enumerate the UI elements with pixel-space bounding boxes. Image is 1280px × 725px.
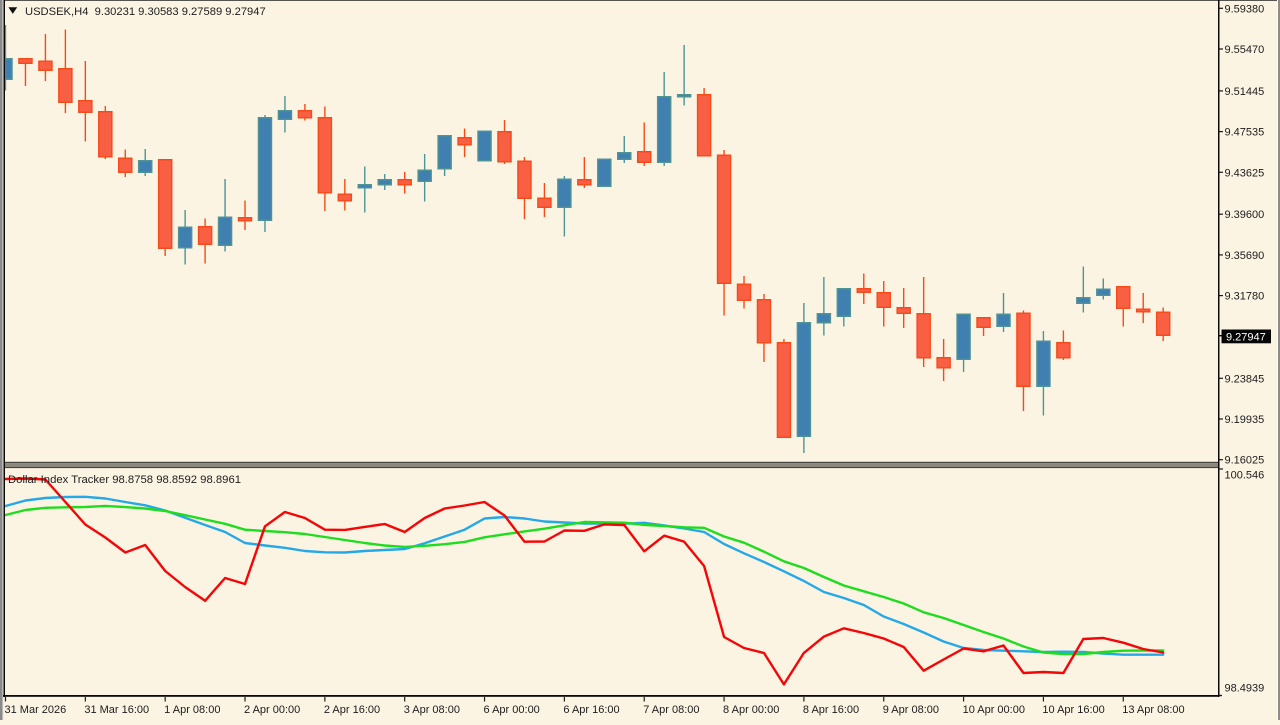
svg-text:9.31780: 9.31780 xyxy=(1225,291,1265,303)
svg-text:9.43625: 9.43625 xyxy=(1225,167,1265,179)
svg-text:9.39600: 9.39600 xyxy=(1225,209,1265,221)
svg-text:1 Apr 08:00: 1 Apr 08:00 xyxy=(164,704,220,716)
svg-text:31 Mar 2026: 31 Mar 2026 xyxy=(5,704,67,716)
svg-text:9.16025: 9.16025 xyxy=(1225,455,1265,467)
svg-text:9.47535: 9.47535 xyxy=(1225,127,1265,139)
svg-text:10 Apr 00:00: 10 Apr 00:00 xyxy=(963,704,1025,716)
svg-text:2 Apr 00:00: 2 Apr 00:00 xyxy=(244,704,300,716)
svg-text:9.27947: 9.27947 xyxy=(1226,331,1266,343)
svg-text:9.19935: 9.19935 xyxy=(1225,414,1265,426)
svg-text:10 Apr 16:00: 10 Apr 16:00 xyxy=(1042,704,1104,716)
svg-text:9.59380: 9.59380 xyxy=(1225,3,1265,15)
svg-text:13 Apr 08:00: 13 Apr 08:00 xyxy=(1122,704,1184,716)
svg-text:9.51445: 9.51445 xyxy=(1225,86,1265,98)
svg-text:9 Apr 08:00: 9 Apr 08:00 xyxy=(883,704,939,716)
svg-text:98.4939: 98.4939 xyxy=(1225,683,1265,695)
svg-text:6 Apr 00:00: 6 Apr 00:00 xyxy=(484,704,540,716)
svg-text:8 Apr 00:00: 8 Apr 00:00 xyxy=(723,704,779,716)
svg-text:USDSEK,H4 9.30231 9.30583 9.2: USDSEK,H4 9.30231 9.30583 9.27589 9.2794… xyxy=(25,6,266,18)
svg-text:3 Apr 08:00: 3 Apr 08:00 xyxy=(404,704,460,716)
svg-text:9.55470: 9.55470 xyxy=(1225,44,1265,56)
svg-text:9.35690: 9.35690 xyxy=(1225,250,1265,262)
svg-text:100.546: 100.546 xyxy=(1225,470,1265,482)
svg-text:6 Apr 16:00: 6 Apr 16:00 xyxy=(563,704,619,716)
svg-text:Dollar Index Tracker 98.8758 9: Dollar Index Tracker 98.8758 98.8592 98.… xyxy=(8,474,241,486)
svg-text:8 Apr 16:00: 8 Apr 16:00 xyxy=(803,704,859,716)
svg-text:2 Apr 16:00: 2 Apr 16:00 xyxy=(324,704,380,716)
svg-text:31 Mar 16:00: 31 Mar 16:00 xyxy=(84,704,149,716)
svg-text:7 Apr 08:00: 7 Apr 08:00 xyxy=(643,704,699,716)
svg-text:9.23845: 9.23845 xyxy=(1225,373,1265,385)
